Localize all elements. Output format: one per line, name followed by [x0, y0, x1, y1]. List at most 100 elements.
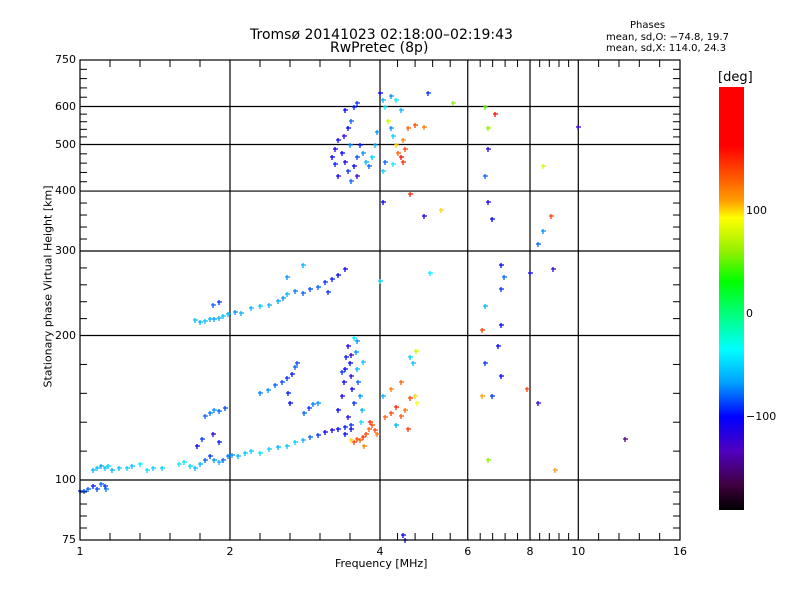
data-point: [352, 105, 357, 110]
data-point: [295, 361, 300, 366]
y-axis-label: Stationary phase Virtual Height [km]: [41, 185, 55, 388]
data-point: [502, 275, 507, 280]
data-point: [106, 464, 111, 469]
data-point: [352, 336, 357, 341]
data-point: [203, 414, 208, 419]
data-point: [406, 427, 411, 432]
data-point: [483, 361, 488, 366]
data-point: [343, 432, 348, 437]
data-point: [280, 380, 285, 385]
data-point: [249, 449, 254, 454]
data-point: [499, 374, 504, 379]
data-point: [346, 126, 351, 131]
data-point: [103, 466, 108, 471]
data-point: [343, 108, 348, 113]
data-point: [104, 487, 109, 492]
data-point: [343, 367, 348, 372]
y-tick-label: 300: [55, 244, 76, 257]
data-points: [78, 91, 628, 543]
data-point: [623, 437, 628, 442]
data-point: [286, 391, 291, 396]
data-point: [403, 147, 408, 152]
data-point: [551, 267, 556, 272]
data-point: [360, 408, 365, 413]
data-point: [276, 445, 281, 450]
x-tick-label: 8: [526, 545, 534, 558]
data-point: [541, 229, 546, 234]
chart-title-line2: RwPretec (8p): [330, 40, 429, 56]
data-point: [499, 323, 504, 328]
data-point: [383, 415, 388, 420]
data-point: [138, 462, 143, 467]
y-tick-label: 750: [55, 53, 76, 66]
data-point: [288, 401, 293, 406]
data-point: [483, 105, 488, 110]
data-point: [346, 415, 351, 420]
colorbar-tick-label: 0: [746, 306, 753, 320]
data-point: [177, 462, 182, 467]
data-point: [91, 468, 96, 473]
data-point: [193, 466, 198, 471]
data-point: [182, 460, 187, 465]
data-point: [394, 143, 399, 148]
data-point: [496, 344, 501, 349]
data-point: [361, 360, 366, 365]
data-point: [316, 433, 321, 438]
data-point: [408, 396, 413, 401]
data-point: [285, 376, 290, 381]
x-tick-label: 6: [464, 545, 472, 558]
data-point: [375, 432, 380, 437]
data-point: [381, 169, 386, 174]
chart-title-line1: Tromsø 20141023 02:18:00–02:19:43: [250, 27, 513, 43]
data-point: [200, 437, 205, 442]
data-point: [208, 454, 213, 459]
data-point: [323, 430, 328, 435]
data-point: [396, 151, 401, 156]
x-tick-label: 10: [571, 545, 586, 558]
data-point: [389, 94, 394, 99]
data-point: [193, 318, 198, 323]
data-point: [406, 126, 411, 131]
data-point: [342, 380, 347, 385]
data-point: [486, 147, 491, 152]
data-point: [348, 361, 353, 366]
data-point: [378, 279, 383, 284]
y-tick-label: 100: [55, 473, 76, 487]
data-point: [293, 440, 298, 445]
data-point: [361, 435, 366, 440]
data-point: [480, 394, 485, 399]
grid-lines: [80, 60, 680, 540]
data-point: [381, 394, 386, 399]
data-point: [91, 484, 96, 489]
data-point: [276, 299, 281, 304]
data-point: [415, 401, 420, 406]
data-point: [230, 453, 235, 458]
data-point: [354, 350, 359, 355]
data-point: [285, 292, 290, 297]
data-point: [391, 134, 396, 139]
data-point: [422, 125, 427, 130]
x-tick-label: 4: [376, 545, 384, 558]
data-point: [389, 411, 394, 416]
data-point: [493, 112, 498, 117]
data-point: [281, 296, 286, 301]
data-point: [336, 427, 341, 432]
data-point: [346, 344, 351, 349]
data-point: [355, 437, 360, 442]
data-point: [352, 401, 357, 406]
data-point: [95, 487, 100, 492]
data-point: [344, 355, 349, 360]
data-point: [394, 405, 399, 410]
data-point: [394, 98, 399, 103]
data-point: [358, 394, 363, 399]
data-point: [249, 306, 254, 311]
data-point: [273, 383, 278, 388]
data-point: [130, 464, 135, 469]
data-point: [293, 289, 298, 294]
data-point: [266, 388, 271, 393]
data-point: [349, 353, 354, 358]
data-point: [99, 464, 104, 469]
y-tick-label: 75: [62, 533, 76, 546]
data-point: [336, 174, 341, 179]
data-point: [490, 217, 495, 222]
